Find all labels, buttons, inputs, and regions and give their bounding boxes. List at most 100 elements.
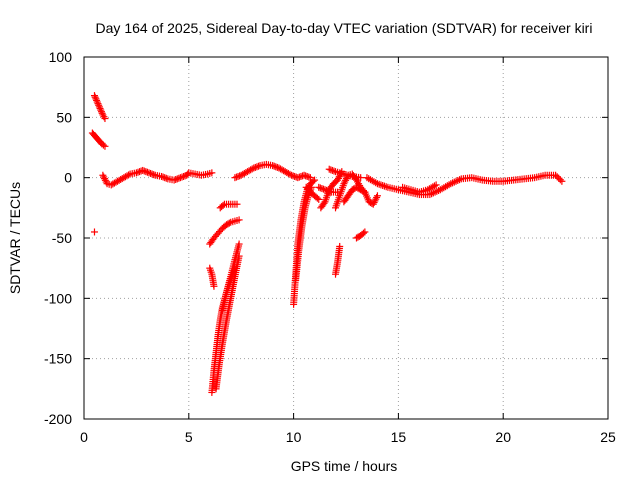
data-point	[553, 173, 561, 181]
data-point	[248, 165, 256, 173]
data-point	[328, 166, 336, 174]
data-point	[325, 165, 333, 173]
data-point	[291, 172, 299, 180]
y-axis-label: SDTVAR / TECUs	[7, 182, 23, 294]
data-point	[101, 142, 109, 150]
data-point	[286, 170, 294, 178]
data-point	[315, 195, 323, 203]
data-point	[370, 199, 378, 207]
data-point	[93, 98, 101, 106]
data-point	[311, 176, 319, 184]
data-point	[306, 174, 314, 182]
data-point	[320, 199, 328, 207]
data-point	[297, 172, 305, 180]
data-point	[359, 229, 367, 237]
data-point	[176, 174, 184, 182]
data-point	[250, 164, 258, 172]
x-tick-label: 15	[391, 429, 407, 445]
data-point	[233, 200, 241, 208]
data-point	[334, 174, 342, 182]
x-tick-label: 25	[600, 429, 616, 445]
data-point	[134, 168, 142, 176]
y-tick-label: 0	[64, 170, 72, 186]
data-point	[341, 178, 349, 186]
data-point	[94, 100, 102, 108]
data-points	[88, 92, 566, 396]
data-point	[303, 172, 311, 180]
data-point	[316, 184, 324, 192]
data-point	[125, 171, 133, 179]
x-tick-label: 0	[80, 429, 88, 445]
data-point	[143, 168, 151, 176]
data-point	[101, 176, 109, 184]
data-point	[219, 201, 227, 209]
data-point	[272, 163, 280, 171]
data-point	[147, 169, 155, 177]
data-point	[232, 173, 240, 181]
x-tick-label: 20	[495, 429, 511, 445]
data-point	[99, 141, 107, 149]
data-point	[294, 174, 302, 182]
data-point	[236, 172, 244, 180]
data-point	[95, 103, 103, 111]
data-point	[318, 185, 326, 193]
y-tick-label: -100	[44, 290, 72, 306]
data-point	[99, 171, 107, 179]
data-point	[251, 163, 259, 171]
data-point	[90, 92, 98, 100]
data-point	[132, 169, 140, 177]
data-point	[373, 193, 381, 201]
data-point	[302, 172, 310, 180]
data-point	[90, 228, 98, 236]
data-point	[430, 182, 438, 190]
data-point	[150, 171, 158, 179]
data-point	[295, 173, 303, 181]
x-tick-label: 5	[185, 429, 193, 445]
data-point	[379, 182, 387, 190]
data-point	[145, 169, 153, 177]
data-point	[161, 174, 169, 182]
data-point	[330, 167, 338, 175]
data-point	[235, 252, 243, 260]
data-point	[148, 170, 156, 178]
data-point	[172, 175, 180, 183]
data-point	[372, 195, 380, 203]
data-point	[270, 162, 278, 170]
data-point	[97, 108, 105, 116]
data-point	[361, 228, 369, 236]
data-point	[158, 172, 166, 180]
data-point	[371, 197, 379, 205]
data-point	[253, 163, 261, 171]
data-point	[288, 171, 296, 179]
data-point	[159, 173, 167, 181]
y-tick-label: 100	[49, 49, 73, 65]
data-point	[336, 242, 344, 250]
data-point	[432, 181, 440, 189]
data-point	[359, 187, 367, 195]
data-point	[235, 240, 243, 248]
data-point	[254, 162, 262, 170]
data-point	[225, 219, 233, 227]
data-point	[142, 168, 150, 176]
data-point	[319, 185, 327, 193]
data-point	[269, 162, 277, 170]
data-point	[235, 216, 243, 224]
data-point	[173, 175, 181, 183]
data-point	[309, 177, 317, 185]
data-point	[361, 188, 369, 196]
data-point	[139, 166, 147, 174]
data-point	[231, 174, 239, 182]
data-point	[180, 172, 188, 180]
data-point	[555, 174, 563, 182]
data-point	[552, 171, 560, 179]
data-point	[170, 176, 178, 184]
data-point	[100, 173, 108, 181]
data-point	[140, 167, 148, 175]
chart-title: Day 164 of 2025, Sidereal Day-to-day VTE…	[96, 20, 593, 36]
data-point	[234, 172, 242, 180]
data-point	[340, 180, 348, 188]
data-point	[208, 169, 216, 177]
y-tick-label: -50	[52, 230, 72, 246]
data-point	[210, 282, 218, 290]
